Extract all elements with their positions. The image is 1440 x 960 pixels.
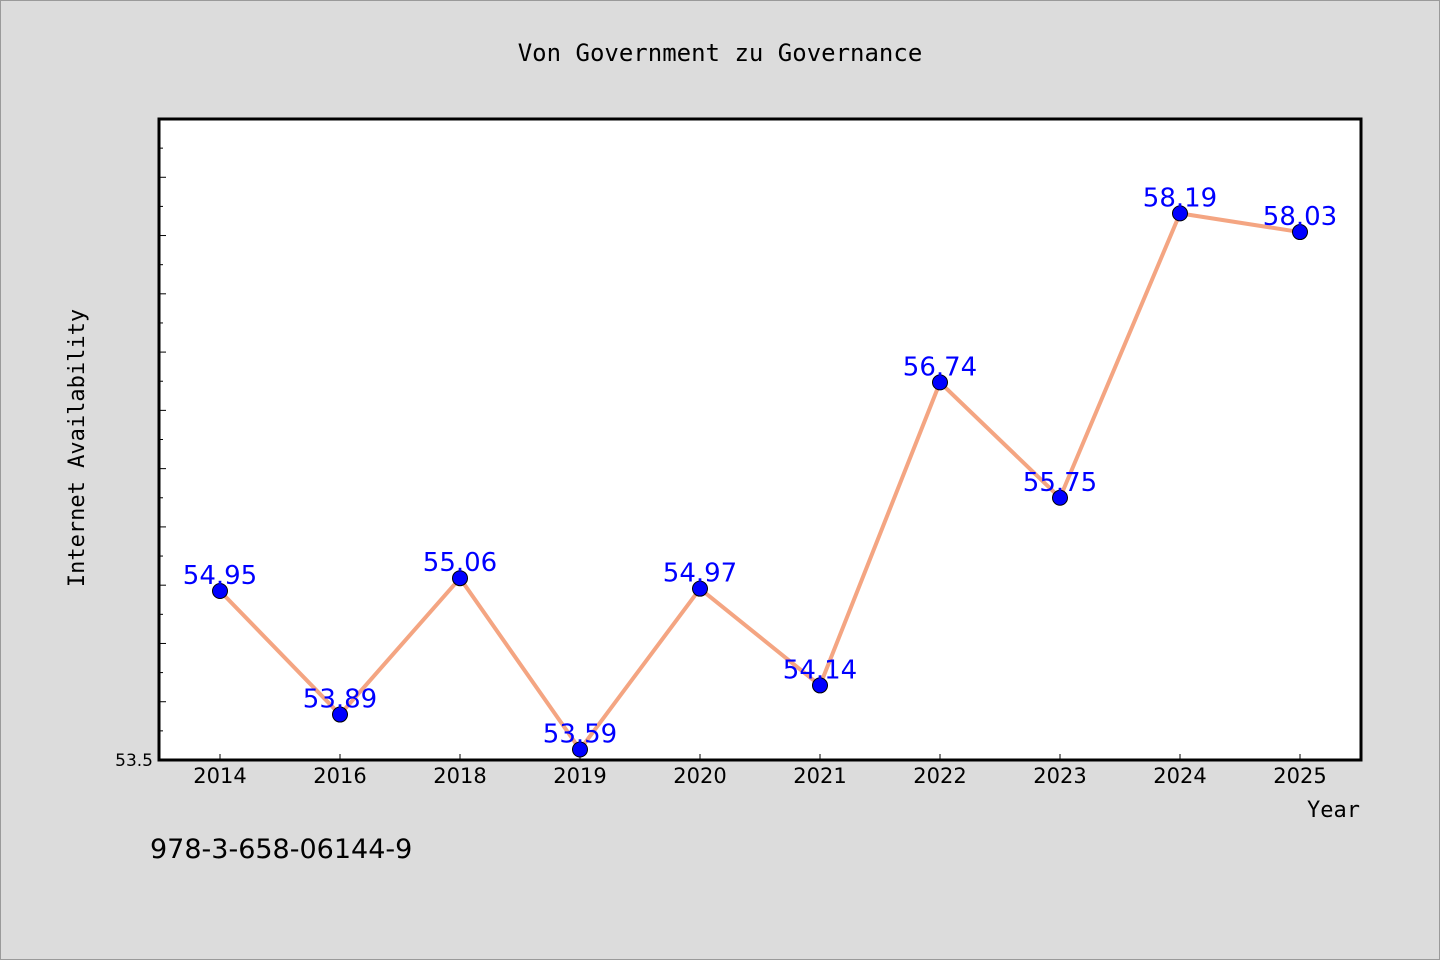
isbn-code: 978-3-658-06144-9 [150, 834, 413, 865]
x-tick-label: 2021 [793, 764, 846, 788]
data-point [812, 677, 828, 694]
x-tick-label: 2019 [553, 764, 606, 788]
plot-area [157, 117, 1363, 762]
data-point [932, 374, 948, 391]
data-label: 53.59 [543, 720, 617, 750]
x-tick-label: 2014 [193, 764, 246, 788]
data-label: 54.97 [663, 559, 737, 589]
data-point [332, 706, 348, 723]
data-label: 58.03 [1263, 202, 1337, 232]
data-point [1052, 489, 1068, 506]
series-line [218, 211, 1302, 752]
series-points [212, 205, 1308, 758]
data-point [1292, 224, 1308, 241]
x-tick-label: 2020 [673, 764, 726, 788]
data-point [692, 580, 708, 597]
x-tick-label: 2022 [913, 764, 966, 788]
x-axis-label: Year [1307, 798, 1360, 823]
data-point [1172, 205, 1188, 222]
value-labels: 54.95 53.89 55.06 53.59 54.97 54.14 56.74 55.75… [183, 183, 1337, 749]
y-axis-label: Internet Availability [65, 309, 90, 587]
x-tick-label: 2018 [433, 764, 486, 788]
y-tick-label: 53.5 [115, 751, 153, 771]
data-label: 56.74 [903, 352, 977, 382]
data-label: 55.75 [1023, 468, 1097, 498]
data-point [212, 583, 228, 600]
data-label: 53.89 [303, 685, 377, 715]
y-axis-ticks [159, 118, 166, 761]
series-lines [218, 211, 1302, 752]
chart-title: Von Government zu Governance [518, 39, 923, 67]
data-label: 58.19 [1143, 183, 1217, 213]
x-tick-label: 2024 [1153, 764, 1206, 788]
x-axis-tick-labels: 2014 2016 2018 2019 2020 2021 2022 2023 2024 2025 [193, 764, 1326, 788]
data-point [452, 570, 468, 587]
data-point [572, 741, 588, 758]
x-tick-label: 2023 [1033, 764, 1086, 788]
x-tick-label: 2025 [1273, 764, 1326, 788]
x-axis-ticks [219, 754, 1301, 760]
data-label: 54.14 [783, 655, 857, 685]
x-tick-label: 2016 [313, 764, 366, 788]
data-label: 54.95 [183, 561, 257, 591]
data-label: 55.06 [423, 548, 497, 578]
